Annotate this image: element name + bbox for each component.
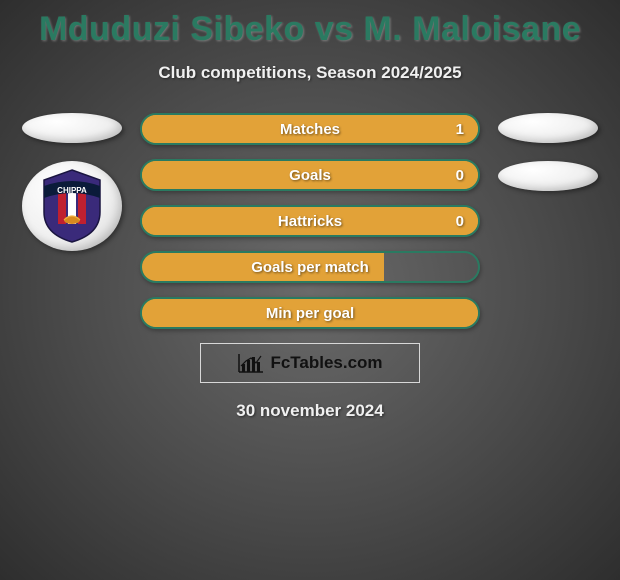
bar-chart-icon: [237, 352, 265, 374]
bar-label: Min per goal: [266, 305, 354, 322]
player1-club-crest: CHIPPA: [22, 161, 122, 251]
comparison-main: CHIPPA Matches 1 Goals 0 Hattricks 0 Goa…: [0, 113, 620, 329]
stat-bars: Matches 1 Goals 0 Hattricks 0 Goals per …: [140, 113, 480, 329]
bar-label: Goals: [289, 167, 331, 184]
bar-label: Matches: [280, 121, 340, 138]
bar-hattricks: Hattricks 0: [140, 205, 480, 237]
crest-banner-text: CHIPPA: [57, 186, 87, 195]
page-title: Mduduzi Sibeko vs M. Maloisane: [0, 0, 620, 49]
bar-value: 0: [456, 167, 464, 184]
bar-label: Goals per match: [251, 259, 369, 276]
subtitle: Club competitions, Season 2024/2025: [0, 63, 620, 83]
crest-shield-icon: CHIPPA: [38, 168, 106, 244]
bar-value: 0: [456, 213, 464, 230]
left-side: CHIPPA: [22, 113, 122, 251]
bar-matches: Matches 1: [140, 113, 480, 145]
bar-goals-per-match: Goals per match: [140, 251, 480, 283]
bar-label: Hattricks: [278, 213, 342, 230]
player2-avatar: [498, 113, 598, 143]
brand-box[interactable]: FcTables.com: [200, 343, 420, 383]
date-text: 30 november 2024: [0, 401, 620, 421]
right-side: [498, 113, 598, 191]
brand-text: FcTables.com: [270, 353, 382, 373]
bar-min-per-goal: Min per goal: [140, 297, 480, 329]
bar-goals: Goals 0: [140, 159, 480, 191]
bar-value: 1: [456, 121, 464, 138]
player1-avatar: [22, 113, 122, 143]
player2-club-avatar: [498, 161, 598, 191]
